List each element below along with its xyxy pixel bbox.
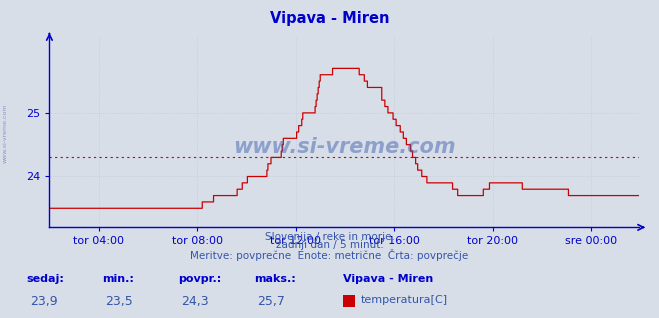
Text: 23,9: 23,9	[30, 295, 57, 308]
Text: Vipava - Miren: Vipava - Miren	[343, 274, 433, 284]
Text: min.:: min.:	[102, 274, 134, 284]
Text: zadnji dan / 5 minut.: zadnji dan / 5 minut.	[275, 240, 384, 250]
Text: maks.:: maks.:	[254, 274, 295, 284]
Text: Slovenija / reke in morje.: Slovenija / reke in morje.	[264, 232, 395, 241]
Text: Vipava - Miren: Vipava - Miren	[270, 11, 389, 26]
Text: 24,3: 24,3	[181, 295, 209, 308]
Text: 23,5: 23,5	[105, 295, 133, 308]
Text: www.si-vreme.com: www.si-vreme.com	[3, 104, 8, 163]
Text: temperatura[C]: temperatura[C]	[360, 295, 447, 305]
Text: 25,7: 25,7	[257, 295, 285, 308]
Text: povpr.:: povpr.:	[178, 274, 221, 284]
Text: sedaj:: sedaj:	[26, 274, 64, 284]
Text: Meritve: povprečne  Enote: metrične  Črta: povprečje: Meritve: povprečne Enote: metrične Črta:…	[190, 249, 469, 261]
Text: www.si-vreme.com: www.si-vreme.com	[233, 137, 455, 157]
